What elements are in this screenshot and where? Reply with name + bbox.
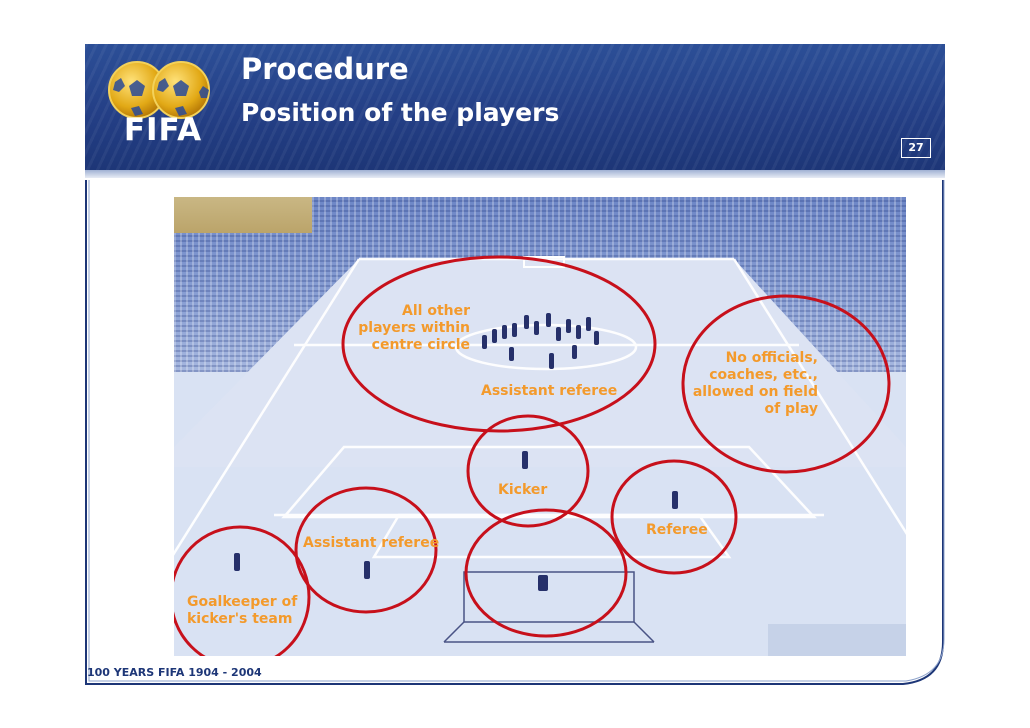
content-frame: [85, 180, 945, 685]
label-all-other-players: All other players within centre circle: [358, 303, 470, 353]
banner-divider: [85, 170, 945, 178]
stands-corner-highlight: [174, 197, 312, 233]
page-subtitle: Position of the players: [241, 98, 560, 127]
header-banner: FIFA Procedure Position of the players 2…: [85, 44, 945, 170]
label-referee: Referee: [646, 522, 708, 538]
page-title: Procedure: [241, 52, 409, 86]
fifa-logo-text: FIFA: [123, 112, 203, 148]
highlight-circles: [174, 255, 891, 656]
label-assistant-referee-top: Assistant referee: [481, 383, 618, 399]
fifa-logo: [108, 61, 210, 119]
page-number-badge: 27: [901, 138, 931, 158]
label-goalkeeper-kickers-team: Goalkeeper of kicker's team: [187, 594, 298, 627]
figure-inset-box: [768, 624, 906, 656]
footer-text: 100 YEARS FIFA 1904 - 2004: [87, 666, 262, 679]
players-centre-circle: [482, 313, 599, 369]
label-no-officials: No officials, coaches, etc., allowed on …: [692, 350, 818, 417]
stadium-figure: [174, 197, 906, 656]
pitch-drawing: [174, 255, 906, 656]
label-assistant-referee-bottom: Assistant referee: [303, 535, 440, 551]
label-kicker: Kicker: [498, 482, 548, 498]
